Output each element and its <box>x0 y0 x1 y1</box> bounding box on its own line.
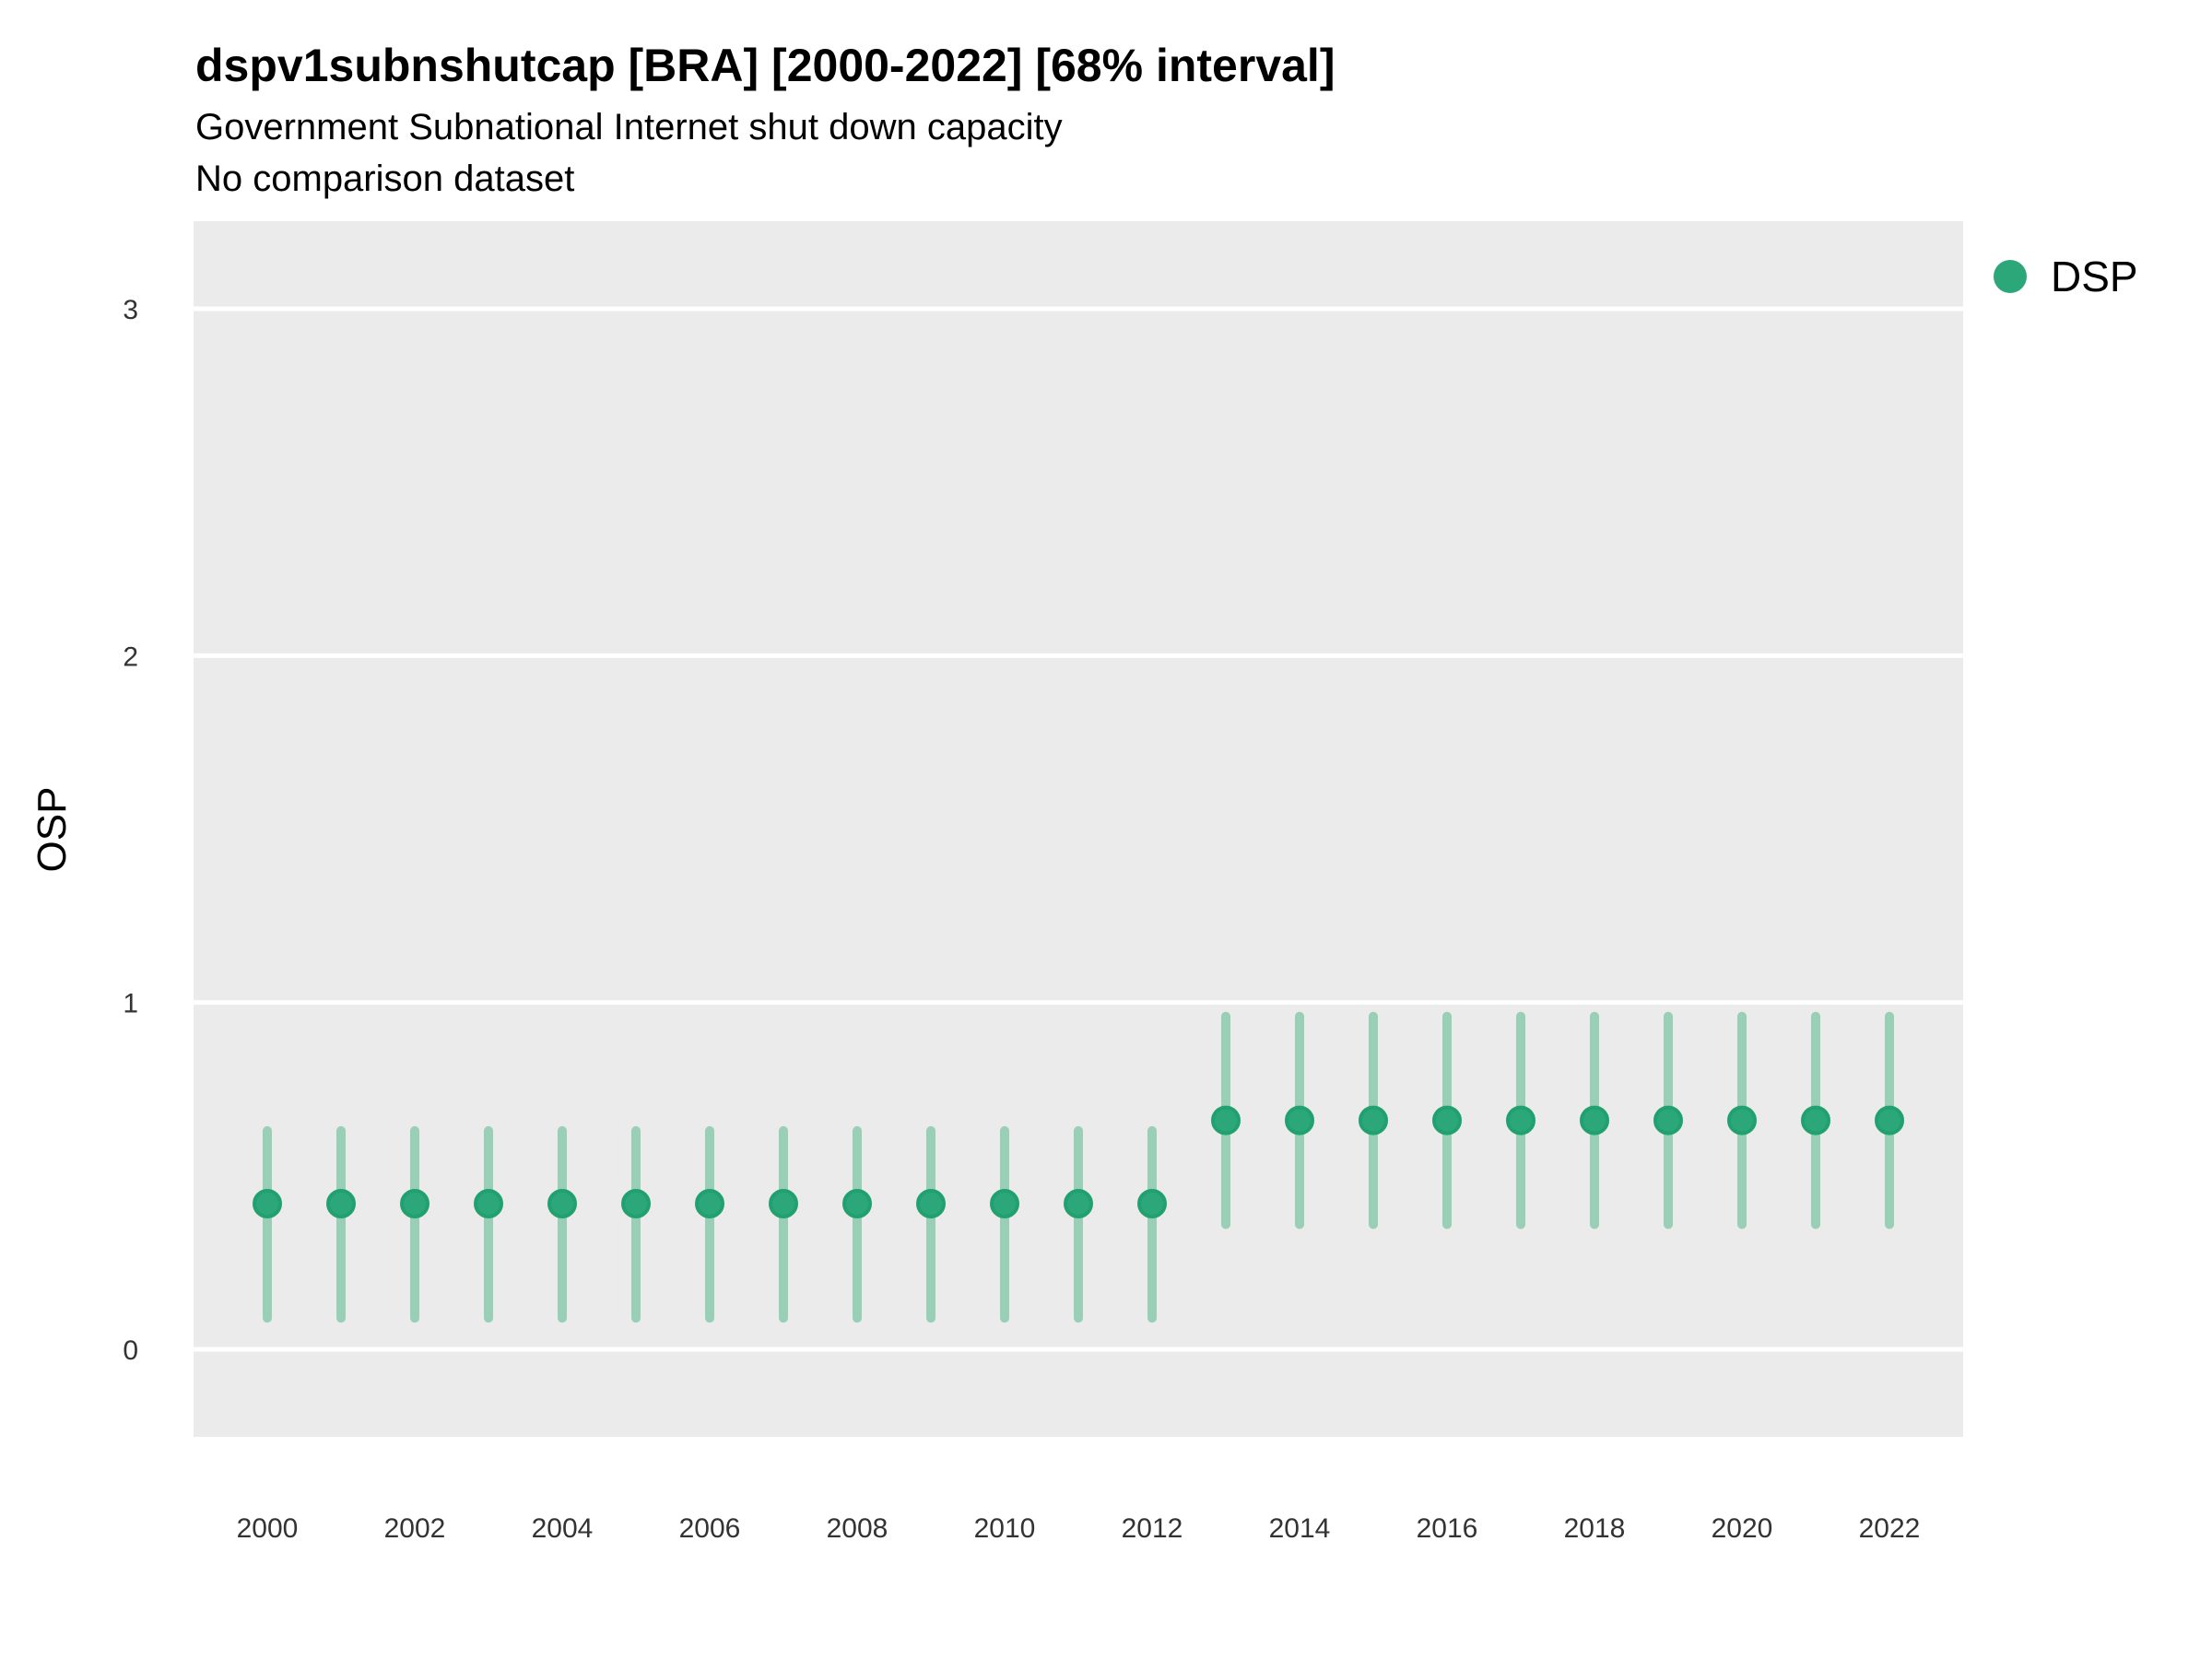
point-marker <box>1064 1188 1093 1218</box>
y-tick-label: 1 <box>123 989 138 1019</box>
point-marker <box>769 1188 798 1218</box>
point-marker <box>1653 1105 1683 1135</box>
x-tick-label: 2008 <box>827 1513 888 1544</box>
point-marker <box>695 1188 724 1218</box>
x-tick-label: 2002 <box>384 1513 446 1544</box>
point-marker <box>916 1188 946 1218</box>
point-marker <box>1137 1188 1167 1218</box>
y-tick-label: 3 <box>123 295 138 325</box>
y-tick-label: 0 <box>123 1335 138 1366</box>
legend-label: DSP <box>2051 253 2138 300</box>
point-marker <box>1580 1105 1609 1135</box>
point-marker <box>1875 1105 1904 1135</box>
chart-title: dspv1subnshutcap [BRA] [2000-2022] [68% … <box>195 40 1335 91</box>
comparison-note: No comparison dataset <box>195 159 575 199</box>
point-marker <box>1727 1105 1757 1135</box>
point-marker <box>990 1188 1019 1218</box>
chart-subtitle: Government Subnational Internet shut dow… <box>195 107 1063 147</box>
legend: DSP <box>1994 252 2138 301</box>
x-tick-label: 2012 <box>1122 1513 1183 1544</box>
point-marker <box>842 1188 872 1218</box>
x-tick-label: 2000 <box>237 1513 299 1544</box>
point-marker <box>400 1188 429 1218</box>
x-tick-label: 2014 <box>1269 1513 1331 1544</box>
x-tick-label: 2004 <box>532 1513 594 1544</box>
legend-dot-icon <box>1994 260 2027 293</box>
point-marker <box>474 1188 503 1218</box>
point-marker <box>1359 1105 1388 1135</box>
x-tick-label: 2010 <box>974 1513 1036 1544</box>
x-tick-label: 2018 <box>1564 1513 1626 1544</box>
point-marker <box>1432 1105 1462 1135</box>
point-marker <box>547 1188 577 1218</box>
point-marker <box>1285 1105 1314 1135</box>
point-marker <box>326 1188 356 1218</box>
x-tick-label: 2016 <box>1417 1513 1478 1544</box>
point-marker <box>1506 1105 1535 1135</box>
point-marker <box>1211 1105 1241 1135</box>
point-marker <box>253 1188 282 1218</box>
x-tick-label: 2006 <box>679 1513 741 1544</box>
point-marker <box>621 1188 651 1218</box>
x-tick-label: 2022 <box>1859 1513 1921 1544</box>
y-tick-label: 2 <box>123 641 138 672</box>
x-tick-label: 2020 <box>1712 1513 1773 1544</box>
point-marker <box>1801 1105 1830 1135</box>
